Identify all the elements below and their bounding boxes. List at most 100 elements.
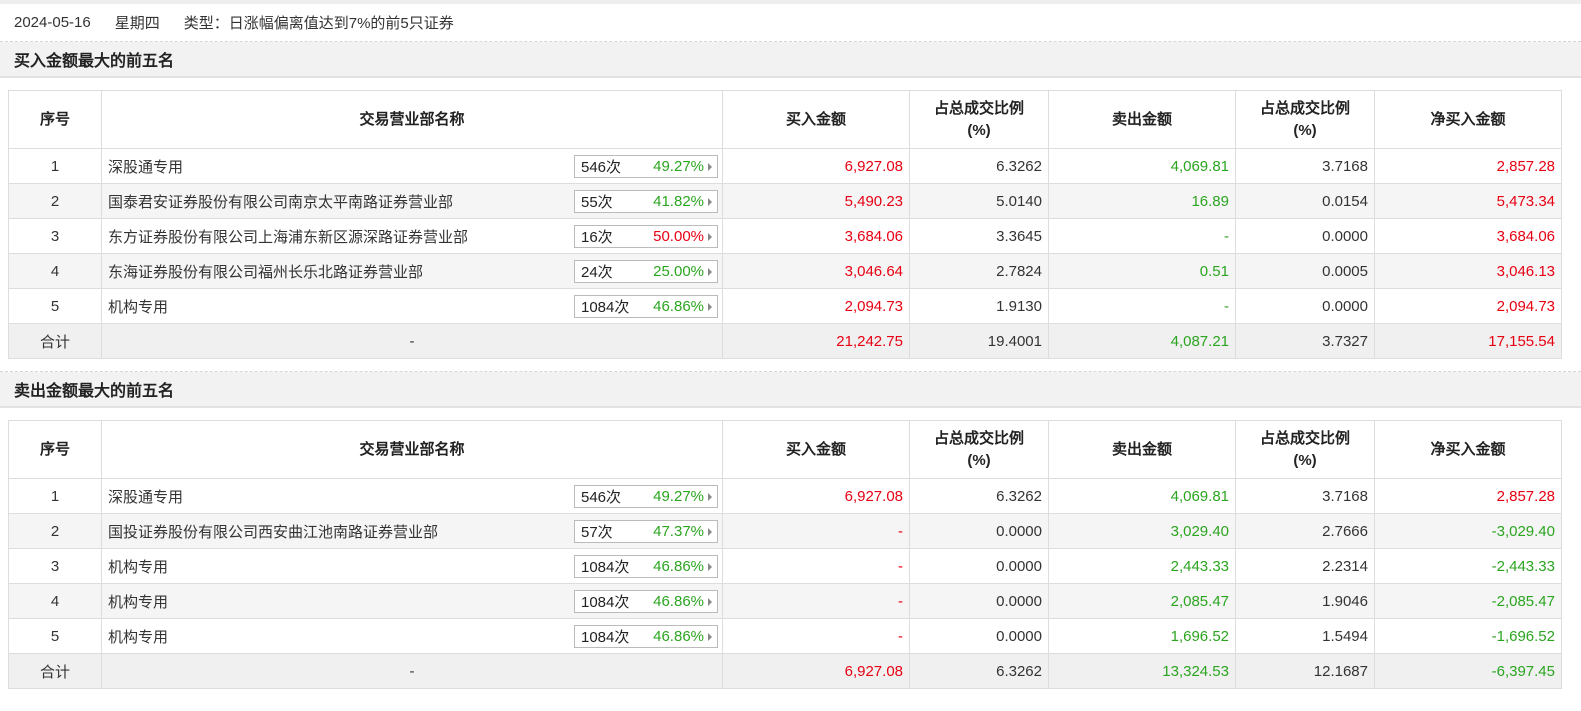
branch-stats-dropdown[interactable]: 57次 47.37% (574, 520, 718, 543)
branch-name-cell: 东海证券股份有限公司福州长乐北路证券营业部 24次 25.00% (101, 253, 723, 289)
buy-amount: 3,046.64 (722, 253, 910, 289)
total-sell-ratio: 3.7327 (1235, 323, 1375, 359)
branch-name-link[interactable]: 机构专用 (108, 298, 169, 316)
row-seq: 1 (8, 478, 102, 514)
branch-stats-dropdown[interactable]: 1084次 46.86% (574, 295, 718, 318)
row-seq: 2 (8, 513, 102, 549)
net-buy-amount: 3,046.13 (1374, 253, 1562, 289)
sell-top5-table: 序号 交易营业部名称 买入金额 占总成交比例 (%) 卖出金额 占总成交比例 (%)… (8, 420, 1562, 689)
branch-name-link[interactable]: 机构专用 (108, 558, 169, 576)
appearance-count: 546次 (581, 489, 622, 506)
col-header-buy-ratio: 占总成交比例 (%) (909, 420, 1049, 479)
col-header-net: 净买入金额 (1374, 90, 1562, 149)
buy-amount: - (722, 583, 910, 619)
branch-name-link[interactable]: 国泰君安证券股份有限公司南京太平南路证券营业部 (108, 193, 454, 211)
branch-name-cell: 深股通专用 546次 49.27% (101, 478, 723, 514)
branch-stats-dropdown[interactable]: 24次 25.00% (574, 260, 718, 283)
win-rate: 46.86% (653, 558, 704, 575)
total-buy-ratio: 19.4001 (909, 323, 1049, 359)
buy-ratio: 6.3262 (909, 148, 1049, 184)
sell-amount: - (1048, 288, 1236, 324)
col-header-sell-ratio: 占总成交比例 (%) (1235, 420, 1375, 479)
table-header-row: 序号 交易营业部名称 买入金额 占总成交比例 (%) 卖出金额 占总成交比例 (%)… (8, 420, 1562, 479)
row-seq: 1 (8, 148, 102, 184)
total-label: 合计 (8, 653, 102, 689)
sell-amount: 1,696.52 (1048, 618, 1236, 654)
row-seq: 3 (8, 218, 102, 254)
table-row: 3 东方证券股份有限公司上海浦东新区源深路证券营业部 16次 50.00% 3,… (8, 218, 1562, 254)
total-name: - (101, 323, 723, 359)
branch-stats-dropdown[interactable]: 1084次 46.86% (574, 625, 718, 648)
net-buy-amount: 5,473.34 (1374, 183, 1562, 219)
net-buy-amount: -2,085.47 (1374, 583, 1562, 619)
appearance-count: 57次 (581, 524, 613, 541)
branch-name-cell: 机构专用 1084次 46.86% (101, 583, 723, 619)
total-buy-amount: 6,927.08 (722, 653, 910, 689)
table-row: 4 东海证券股份有限公司福州长乐北路证券营业部 24次 25.00% 3,046… (8, 253, 1562, 289)
table-row: 2 国投证券股份有限公司西安曲江池南路证券营业部 57次 47.37% - 0.… (8, 513, 1562, 549)
branch-stats-dropdown[interactable]: 55次 41.82% (574, 190, 718, 213)
buy-section-title: 买入金额最大的前五名 (14, 53, 175, 70)
branch-name-link[interactable]: 东方证券股份有限公司上海浦东新区源深路证券营业部 (108, 228, 469, 246)
sell-section-title: 卖出金额最大的前五名 (14, 383, 175, 400)
total-sell-amount: 13,324.53 (1048, 653, 1236, 689)
trade-date: 2024-05-16 (14, 14, 91, 31)
branch-name-link[interactable]: 深股通专用 (108, 488, 184, 506)
buy-ratio: 0.0000 (909, 548, 1049, 584)
total-row: 合计 - 21,242.75 19.4001 4,087.21 3.7327 1… (8, 323, 1562, 359)
sell-amount: 3,029.40 (1048, 513, 1236, 549)
appearance-count: 1084次 (581, 594, 630, 611)
branch-name-link[interactable]: 国投证券股份有限公司西安曲江池南路证券营业部 (108, 523, 439, 541)
total-net-buy-amount: 17,155.54 (1374, 323, 1562, 359)
win-rate: 47.37% (653, 523, 704, 540)
chevron-right-icon (708, 527, 712, 536)
chevron-right-icon (708, 267, 712, 276)
col-header-net: 净买入金额 (1374, 420, 1562, 479)
buy-amount: - (722, 618, 910, 654)
branch-name-cell: 国泰君安证券股份有限公司南京太平南路证券营业部 55次 41.82% (101, 183, 723, 219)
sell-section-header: 卖出金额最大的前五名 (0, 372, 1581, 408)
branch-name-cell: 机构专用 1084次 46.86% (101, 288, 723, 324)
branch-stats-dropdown[interactable]: 16次 50.00% (574, 225, 718, 248)
branch-stats-dropdown[interactable]: 1084次 46.86% (574, 590, 718, 613)
branch-name-link[interactable]: 机构专用 (108, 593, 169, 611)
buy-ratio: 2.7824 (909, 253, 1049, 289)
appearance-count: 55次 (581, 194, 613, 211)
table-header-row: 序号 交易营业部名称 买入金额 占总成交比例 (%) 卖出金额 占总成交比例 (%)… (8, 90, 1562, 149)
chevron-right-icon (708, 197, 712, 206)
top-bar: 2024-05-16 星期四 类型：日涨幅偏离值达到7%的前5只证券 (0, 0, 1581, 42)
win-rate: 46.86% (653, 593, 704, 610)
appearance-count: 1084次 (581, 629, 630, 646)
col-header-seq: 序号 (8, 420, 102, 479)
branch-stats-dropdown[interactable]: 546次 49.27% (574, 485, 718, 508)
branch-stats-dropdown[interactable]: 1084次 46.86% (574, 555, 718, 578)
row-seq: 4 (8, 583, 102, 619)
weekday: 星期四 (114, 15, 160, 32)
win-rate: 50.00% (653, 228, 704, 245)
row-seq: 2 (8, 183, 102, 219)
appearance-count: 546次 (581, 159, 622, 176)
appearance-count: 1084次 (581, 559, 630, 576)
sell-ratio: 3.7168 (1235, 148, 1375, 184)
chevron-right-icon (708, 597, 712, 606)
chevron-right-icon (708, 302, 712, 311)
branch-stats-dropdown[interactable]: 546次 49.27% (574, 155, 718, 178)
branch-name-link[interactable]: 机构专用 (108, 628, 169, 646)
buy-amount: 2,094.73 (722, 288, 910, 324)
chevron-right-icon (708, 232, 712, 241)
sell-amount: 0.51 (1048, 253, 1236, 289)
table-row: 5 机构专用 1084次 46.86% - 0.0000 1,696.52 1.… (8, 618, 1562, 654)
buy-ratio: 0.0000 (909, 513, 1049, 549)
col-header-sell-ratio: 占总成交比例 (%) (1235, 90, 1375, 149)
total-label: 合计 (8, 323, 102, 359)
branch-name-link[interactable]: 东海证券股份有限公司福州长乐北路证券营业部 (108, 263, 424, 281)
appearance-count: 1084次 (581, 299, 630, 316)
total-net-buy-amount: -6,397.45 (1374, 653, 1562, 689)
branch-name-link[interactable]: 深股通专用 (108, 158, 184, 176)
net-buy-amount: -3,029.40 (1374, 513, 1562, 549)
sell-section: 序号 交易营业部名称 买入金额 占总成交比例 (%) 卖出金额 占总成交比例 (%)… (0, 408, 1581, 689)
total-sell-amount: 4,087.21 (1048, 323, 1236, 359)
sell-ratio: 0.0154 (1235, 183, 1375, 219)
branch-name-cell: 深股通专用 546次 49.27% (101, 148, 723, 184)
win-rate: 46.86% (653, 298, 704, 315)
